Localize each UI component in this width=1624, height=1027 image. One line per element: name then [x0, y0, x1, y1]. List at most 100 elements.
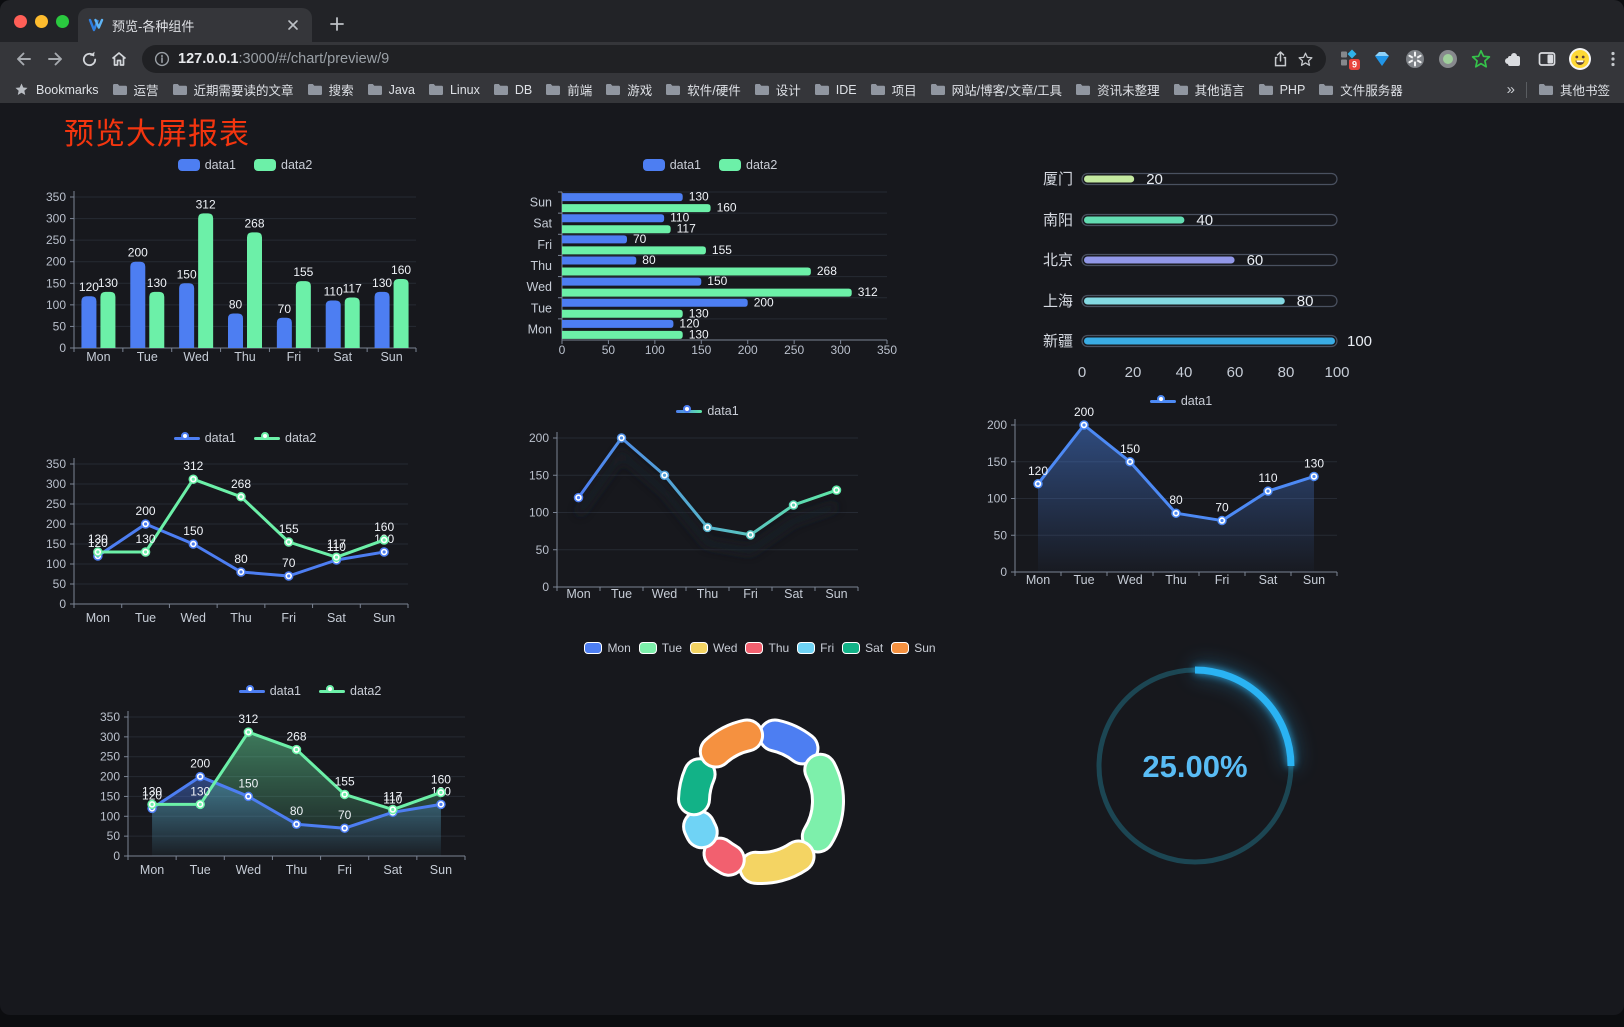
svg-text:130: 130 — [142, 784, 162, 798]
chart-progress-gauge[interactable]: 25.00% — [1080, 650, 1320, 885]
bookmark-folder[interactable]: 软件/硬件 — [665, 80, 741, 99]
svg-text:厦门: 厦门 — [1043, 171, 1073, 188]
bookmark-folder[interactable]: 文件服务器 — [1318, 80, 1403, 99]
svg-text:110: 110 — [1258, 471, 1277, 485]
legend-item[interactable]: data1 — [676, 404, 739, 418]
svg-text:Wed: Wed — [181, 611, 207, 625]
bookmark-folder[interactable]: 搜索 — [307, 80, 354, 99]
bookmark-folder[interactable]: 网站/博客/文章/工具 — [930, 80, 1062, 99]
legend-item[interactable]: data1 — [1149, 394, 1212, 408]
svg-text:0: 0 — [542, 580, 549, 594]
folder-icon — [428, 84, 443, 95]
new-tab-button[interactable] — [324, 11, 350, 37]
legend-item[interactable]: Fri — [797, 641, 834, 655]
bookmark-folder[interactable]: IDE — [814, 83, 857, 97]
bookmark-folders: 运营 近期需要读的文章 搜索 Java Linux DB 前端 游戏 软件/硬件 设计 IDE 项目 网… — [112, 80, 1494, 99]
legend-item[interactable]: data1 — [642, 158, 701, 172]
chart-two-line[interactable]: data1 data2 0 50 100 150 200 250 300 350 Mon Tue Wed… — [30, 425, 460, 640]
asterisk-circle-extension-icon[interactable] — [1400, 45, 1429, 73]
browser-menu-icon[interactable] — [1598, 45, 1624, 73]
gem-extension-icon[interactable] — [1367, 45, 1396, 73]
minimize-window-button[interactable] — [35, 15, 48, 28]
legend-item[interactable]: data2 — [719, 158, 777, 172]
bookmarks-manager-item[interactable]: Bookmarks — [14, 82, 99, 97]
svg-text:Tue: Tue — [611, 587, 632, 601]
svg-text:200: 200 — [754, 295, 774, 309]
reload-button[interactable] — [76, 46, 102, 72]
svg-text:Mon: Mon — [1026, 573, 1050, 587]
legend-item[interactable]: data1 — [177, 158, 236, 172]
chart-legend: data1 data2 — [95, 678, 525, 704]
svg-text:50: 50 — [536, 543, 550, 557]
url-text[interactable]: 127.0.0.1:3000/#/chart/preview/9 — [178, 51, 1264, 67]
bookmark-folder[interactable]: Java — [367, 83, 415, 97]
address-bar[interactable]: 127.0.0.1:3000/#/chart/preview/9 — [142, 45, 1326, 73]
legend-item[interactable]: Tue — [638, 641, 682, 655]
chart-area-line[interactable]: data1 0 50 100 150 200 Mon Tue Wed Thu Fri Sat Sun 12… — [985, 390, 1377, 592]
chart-grouped-bar[interactable]: data1 data2 0 50 100 150 200 250 300 350 Mon Tue Wed… — [30, 152, 460, 364]
svg-text:150: 150 — [1120, 442, 1140, 456]
legend-item[interactable]: data1 — [173, 431, 236, 445]
svg-text:300: 300 — [100, 730, 120, 744]
legend-marker-icon — [254, 432, 280, 444]
bookmark-folder[interactable]: 项目 — [870, 80, 917, 99]
bookmark-folder[interactable]: DB — [493, 83, 532, 97]
close-window-button[interactable] — [14, 15, 27, 28]
home-button[interactable] — [106, 46, 132, 72]
legend-label: data2 — [350, 684, 382, 698]
bookmark-folder[interactable]: 资讯未整理 — [1075, 80, 1160, 99]
chart-donut-pie[interactable]: Mon Tue Wed Thu Fri Sat Sun — [560, 634, 960, 890]
svg-text:100: 100 — [645, 343, 665, 357]
profile-avatar[interactable] — [1565, 45, 1594, 73]
bookmark-folder[interactable]: 设计 — [754, 80, 801, 99]
legend-item[interactable]: Mon — [584, 641, 631, 655]
svg-text:70: 70 — [1215, 501, 1229, 515]
extension-grid-icon[interactable]: 9 — [1334, 45, 1363, 73]
bookmark-folder[interactable]: 运营 — [112, 80, 159, 99]
back-button[interactable] — [10, 46, 36, 72]
legend-item[interactable]: data2 — [319, 684, 381, 698]
legend-item[interactable]: data1 — [238, 684, 301, 698]
chart-two-area-line[interactable]: data1 data2 0 50 100 150 200 250 300 350 Mon Tue Wed… — [95, 678, 525, 882]
bookmark-folder[interactable]: 近期需要读的文章 — [172, 80, 294, 99]
legend-item[interactable]: Wed — [690, 641, 737, 655]
legend-item[interactable]: Thu — [745, 641, 789, 655]
svg-text:Mon: Mon — [86, 611, 110, 625]
chart-horizontal-bar[interactable]: data1 data2 Sun Sat Fri Thu Wed Tue Mon 0 50 100 150… — [495, 152, 925, 364]
record-circle-extension-icon[interactable] — [1433, 45, 1462, 73]
svg-text:312: 312 — [858, 285, 878, 299]
share-icon[interactable] — [1272, 50, 1289, 68]
legend-item[interactable]: data2 — [254, 431, 316, 445]
svg-text:350: 350 — [100, 710, 120, 724]
svg-text:250: 250 — [784, 343, 804, 357]
sidebar-toggle-icon[interactable] — [1532, 45, 1561, 73]
browser-tab[interactable]: 预览-各种组件 — [78, 8, 312, 42]
bookmark-label: 软件/硬件 — [687, 84, 741, 98]
svg-text:Mon: Mon — [528, 322, 552, 336]
site-info-icon[interactable] — [154, 51, 170, 67]
forward-button[interactable] — [43, 46, 69, 72]
other-bookmarks-folder[interactable]: 其他书签 — [1538, 80, 1610, 99]
bookmark-star-icon[interactable] — [1297, 51, 1314, 68]
legend-marker-icon — [642, 159, 665, 171]
extensions-puzzle-icon[interactable] — [1499, 45, 1528, 73]
chart-gradient-line[interactable]: data1 0 50 100 150 200 Mon Tue Wed Thu Fri Sat Sun — [495, 398, 920, 606]
legend-item[interactable]: Sun — [891, 641, 936, 655]
svg-text:80: 80 — [229, 297, 243, 311]
chart-capsule-bar[interactable]: 厦门 20 南阳 40 北京 60 上海 80 新疆 100 0 20 40 60 80 100 — [985, 150, 1375, 385]
tab-close-icon[interactable] — [284, 16, 302, 34]
bookmark-folder[interactable]: 其他语言 — [1173, 80, 1245, 99]
green-star-extension-icon[interactable] — [1466, 45, 1495, 73]
legend-item[interactable]: data2 — [254, 158, 312, 172]
bookmark-folder[interactable]: 游戏 — [605, 80, 652, 99]
zoom-window-button[interactable] — [56, 15, 69, 28]
svg-text:70: 70 — [633, 232, 647, 246]
svg-text:268: 268 — [286, 730, 306, 744]
tab-favicon-icon — [88, 17, 104, 33]
svg-text:150: 150 — [238, 776, 258, 790]
bookmarks-overflow-chevron[interactable]: » — [1506, 81, 1515, 98]
bookmark-folder[interactable]: Linux — [428, 83, 480, 97]
legend-item[interactable]: Sat — [842, 641, 883, 655]
bookmark-folder[interactable]: PHP — [1258, 83, 1305, 97]
bookmark-folder[interactable]: 前端 — [545, 80, 592, 99]
